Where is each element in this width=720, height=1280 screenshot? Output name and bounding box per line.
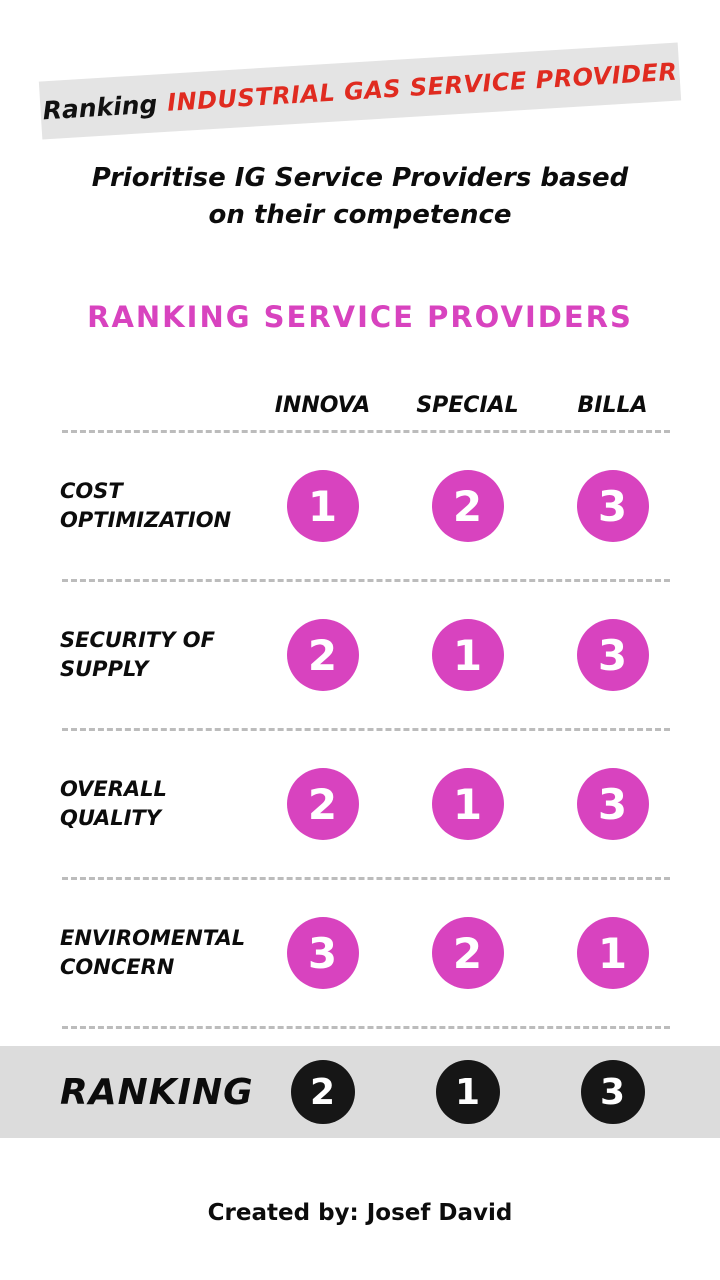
table-header-row: INNOVA SPECIAL BILLA	[0, 380, 720, 430]
column-header-innova: INNOVA	[274, 392, 371, 418]
rank-circle: 1	[431, 768, 504, 840]
overall-ranking-band: RANKING 2 1 3	[0, 1046, 720, 1138]
rank-cell: 3	[540, 470, 685, 542]
rank-circle: 1	[286, 470, 359, 542]
row-label: ENVIROMENTAL CONCERN	[60, 925, 246, 979]
table-row-enviromental-concern: ENVIROMENTAL CONCERN 3 2 1	[0, 880, 720, 1026]
ranking-table: INNOVA SPECIAL BILLA COST OPTIMIZATION 1…	[0, 380, 720, 1029]
table-row-overall-quality: OVERALL QUALITY 2 1 3	[0, 731, 720, 877]
rank-value: 1	[307, 481, 338, 531]
rank-cell: 3	[540, 768, 685, 840]
rank-value: 3	[597, 481, 628, 531]
row-label: SECURITY OF SUPPLY	[60, 627, 215, 681]
rank-circle: 3	[576, 768, 649, 840]
row-label: OVERALL QUALITY	[60, 776, 167, 830]
rank-circle: 3	[286, 917, 359, 989]
column-header-billa: BILLA	[577, 392, 648, 418]
subtitle: Prioritise IG Service Providers based on…	[0, 160, 720, 234]
rank-value: 2	[307, 630, 338, 680]
rank-cell: 2	[250, 619, 395, 691]
rank-value: 2	[452, 481, 483, 531]
subtitle-line-2: on their competence	[208, 200, 512, 230]
row-label: COST OPTIMIZATION	[60, 478, 232, 532]
rank-cell: 3	[250, 917, 395, 989]
rank-value: 3	[599, 1071, 626, 1113]
overall-rank-circle: 1	[435, 1060, 500, 1124]
rank-cell: 2	[250, 768, 395, 840]
rank-cell: 2	[395, 917, 540, 989]
rank-value: 2	[452, 928, 483, 978]
row-separator	[62, 728, 670, 731]
rank-cell: 1	[395, 619, 540, 691]
rank-circle: 1	[431, 619, 504, 691]
overall-rank-circle: 2	[290, 1060, 355, 1124]
rank-value: 3	[307, 928, 338, 978]
row-separator	[62, 579, 670, 582]
row-separator	[62, 430, 670, 433]
rank-cell: 2	[250, 1060, 395, 1124]
subtitle-line-1: Prioritise IG Service Providers based	[91, 163, 629, 193]
ranking-label: RANKING	[60, 1071, 254, 1113]
rank-circle: 3	[576, 619, 649, 691]
rank-value: 3	[597, 779, 628, 829]
row-separator	[62, 1026, 670, 1029]
rank-value: 3	[597, 630, 628, 680]
banner-title-text: INDUSTRIAL GAS SERVICE PROVIDER	[166, 57, 679, 117]
rank-circle: 3	[576, 470, 649, 542]
rank-cell: 1	[250, 470, 395, 542]
rank-value: 1	[452, 630, 483, 680]
column-header-special: SPECIAL	[416, 392, 519, 418]
rank-value: 1	[454, 1071, 481, 1113]
rank-cell: 3	[540, 619, 685, 691]
table-row-cost-optimization: COST OPTIMIZATION 1 2 3	[0, 433, 720, 579]
banner-prefix-text: Ranking	[41, 88, 159, 125]
row-separator	[62, 877, 670, 880]
rank-value: 1	[452, 779, 483, 829]
rank-circle: 1	[576, 917, 649, 989]
rank-value: 2	[309, 1071, 336, 1113]
rank-value: 2	[307, 779, 338, 829]
rank-cell: 1	[395, 1060, 540, 1124]
footer-credit: Created by: Josef David	[207, 1200, 513, 1226]
rank-circle: 2	[431, 470, 504, 542]
rank-circle: 2	[286, 768, 359, 840]
overall-rank-circle: 3	[580, 1060, 645, 1124]
rank-cell: 1	[395, 768, 540, 840]
rank-circle: 2	[431, 917, 504, 989]
rank-cell: 2	[395, 470, 540, 542]
title-banner: Ranking INDUSTRIAL GAS SERVICE PROVIDER	[38, 42, 682, 140]
rank-cell: 3	[540, 1060, 685, 1124]
table-row-security-of-supply: SECURITY OF SUPPLY 2 1 3	[0, 582, 720, 728]
rank-cell: 1	[540, 917, 685, 989]
section-title: RANKING SERVICE PROVIDERS	[87, 300, 633, 334]
rank-value: 1	[597, 928, 628, 978]
rank-circle: 2	[286, 619, 359, 691]
